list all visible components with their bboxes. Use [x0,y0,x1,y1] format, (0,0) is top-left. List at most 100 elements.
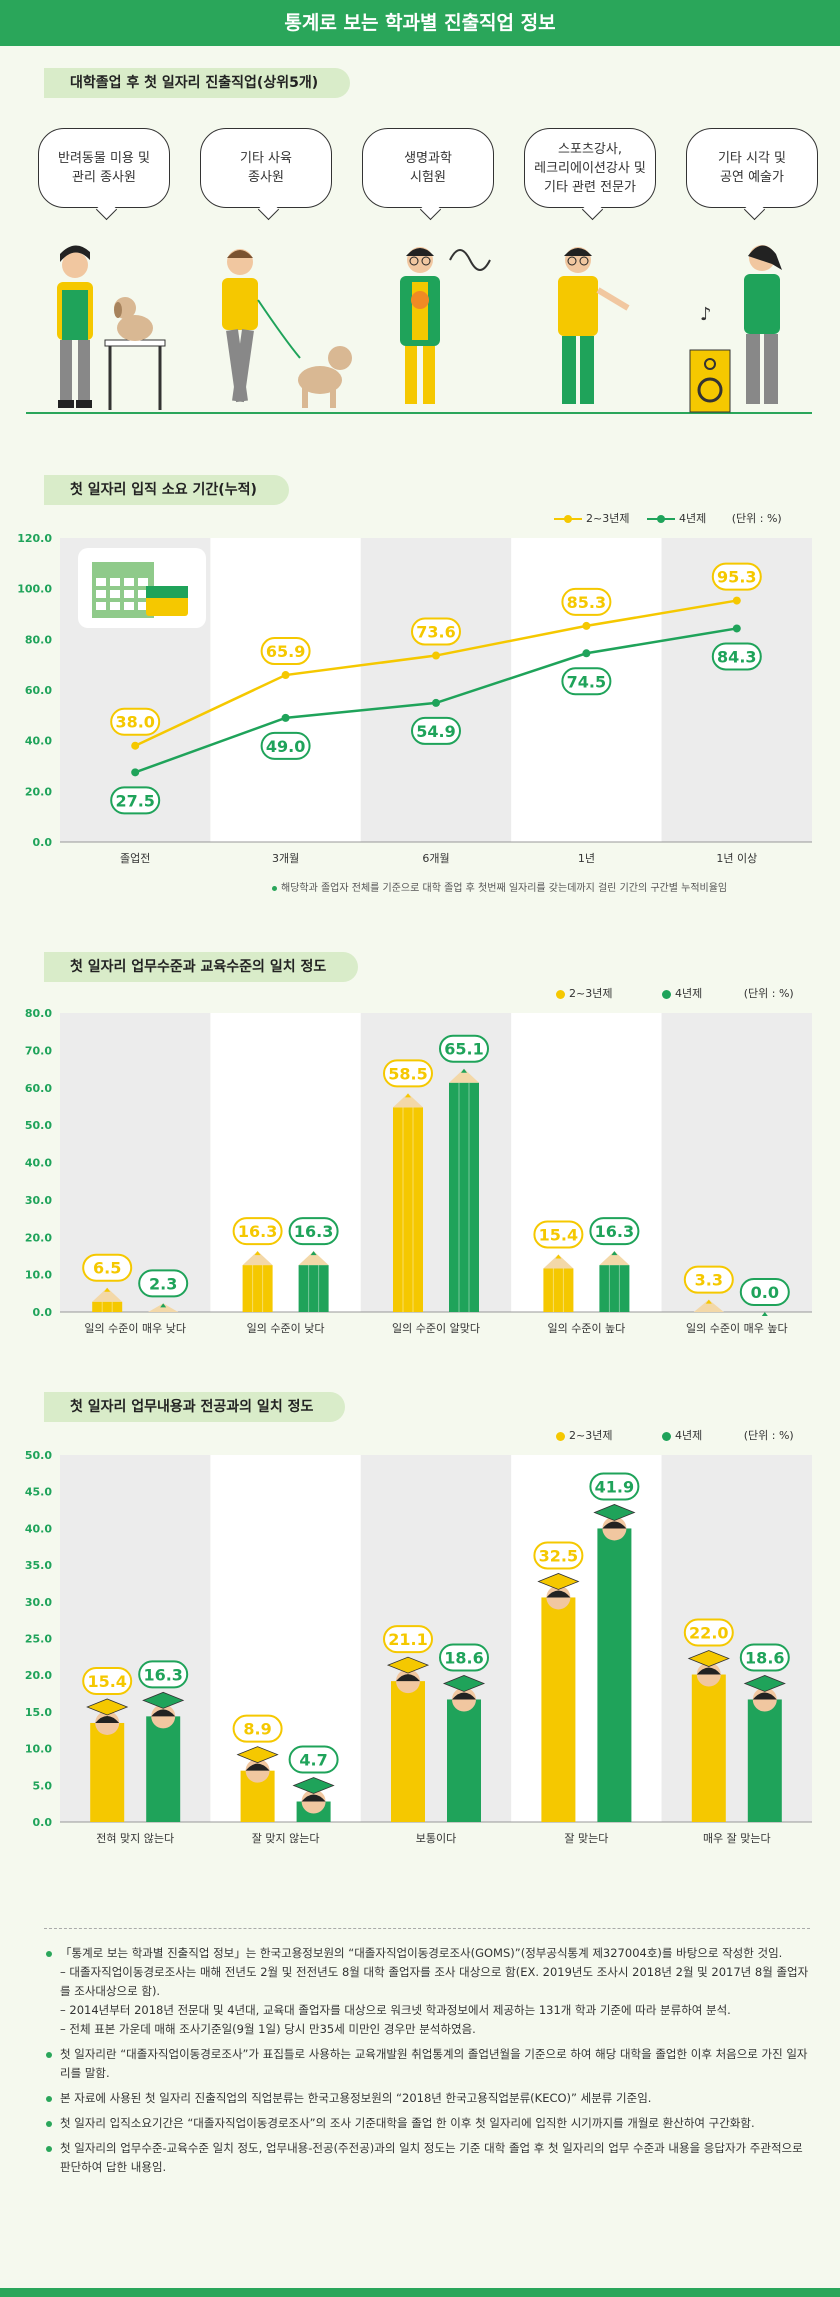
data-label-text: 0.0 [751,1283,779,1302]
x-tick-label: 1년 이상 [716,852,757,865]
groomer-illustration [57,245,166,410]
briefcase-flap [146,586,188,598]
note-text: 첫 일자리란 “대졸자직업이동경로조사”가 표집틀로 사용하는 교육개발원 취업… [60,2047,808,2080]
category-band [661,1455,812,1822]
graduate-face [452,1687,476,1712]
dog-walker-illustration [222,249,352,408]
data-label-text: 74.5 [567,672,606,691]
calendar-cell [124,602,134,610]
graduate-bar [386,1656,430,1822]
note-subitem: – 대졸자직업이동경로조사는 매해 전년도 2월 및 전전년도 8월 대학 졸업… [60,1965,809,1998]
data-label-text: 65.1 [444,1040,483,1059]
data-label-text: 22.0 [689,1624,728,1643]
pencil-bar [599,1251,630,1312]
job-bubble-4: 스포츠강사, 레크리에이션강사 및 기타 관련 전문가 [524,128,656,208]
data-label-box [533,1220,584,1249]
graduate-hair [602,1521,627,1529]
graduation-cap [593,1504,636,1521]
note-subitem: – 전체 표본 가운데 매해 조사기준일(9월 1일) 당시 만35세 미만인 … [60,2022,476,2036]
data-point [281,671,290,680]
note-item: 본 자료에 사용된 첫 일자리 진출직업의 직업분류는 한국고용정보원의 “20… [44,2089,814,2108]
graduate-hair [245,1763,270,1771]
category-band [360,538,512,842]
x-tick-label: 잘 맞는다 [564,1832,608,1845]
page-title: 통계로 보는 학과별 진출직업 정보 [0,0,840,46]
data-label-text: 3.3 [695,1271,723,1290]
pencil-lead [611,1251,618,1256]
data-label-box [711,562,762,591]
pencil-tip [148,1303,179,1312]
data-label-text: 84.3 [717,647,756,666]
data-label-box [110,707,161,736]
bar-body [447,1699,481,1822]
graduation-cap [687,1650,730,1667]
graduation-cap [442,1675,486,1692]
data-label: 58.5 [383,1059,433,1088]
legend-label-series2: 4년제 [678,512,707,525]
graduation-cap [386,1656,430,1674]
job-bubble-2: 기타 사육 종사원 [200,128,332,208]
data-label: 32.5 [533,1541,584,1570]
graduate-hair [396,1674,420,1682]
graduation-cap [537,1573,580,1590]
data-label-box [110,786,161,815]
x-tick-label: 졸업전 [120,852,150,865]
data-label-box [260,731,311,760]
data-label: 74.5 [561,667,612,696]
data-label: 84.3 [711,642,762,671]
note-item: 첫 일자리 입직소요기간은 “대졸자직업이동경로조사”의 조사 기준대학을 졸업… [44,2114,814,2133]
data-label: 16.3 [138,1660,189,1689]
data-label-box [411,716,461,745]
data-label-box [232,1217,283,1246]
pencil-bar [92,1287,123,1312]
graduation-cap [743,1675,786,1692]
y-tick-label: 20.0 [25,785,52,798]
y-tick-label: 0.0 [33,836,53,849]
y-tick-label: 100.0 [17,583,52,596]
bar-body [449,1082,479,1312]
data-label-text: 95.3 [717,568,756,587]
line-chart-entry-period: 0.0 20.0 40.0 60.0 80.0 100.0 120.0 졸업전 3개월 6개월 1년… [17,532,812,865]
data-label-box [138,1269,189,1298]
data-point [131,741,140,750]
calendar-cell [96,602,106,610]
calendar-cell [138,578,148,586]
data-label-box [683,1265,734,1294]
x-tick-label: 일의 수준이 알맞다 [392,1321,480,1335]
graduate-bar [537,1573,580,1822]
y-tick-label: 40.0 [25,1157,52,1170]
data-point [131,768,140,777]
data-label-text: 73.6 [416,623,455,642]
pencil-tip [599,1251,630,1266]
data-label-box [411,617,461,646]
pencil-lead [254,1251,261,1256]
data-label: 18.6 [439,1643,489,1672]
calendar-cell [110,578,120,586]
data-label: 2.3 [138,1269,189,1298]
data-label: 16.3 [232,1217,283,1246]
data-label-text: 85.3 [567,593,606,612]
graduate-bar [593,1504,636,1822]
x-tick-label: 일의 수준이 낮다 [247,1321,325,1335]
x-tick-label: 일의 수준이 매우 낮다 [84,1321,186,1335]
note-item: 「통계로 보는 학과별 진출직업 정보」는 한국고용정보원의 “대졸자직업이동경… [44,1944,814,2039]
legend-label-series2: 4년제 [674,987,703,1000]
bottom-bar [0,2288,840,2297]
category-band [210,538,361,842]
x-tick-label: 매우 잘 맞는다 [703,1832,771,1845]
graduate-hair [752,1692,777,1700]
pencil-bar [298,1251,329,1312]
x-tick-label: 3개월 [272,852,299,865]
x-tick-label: 일의 수준이 높다 [547,1321,625,1335]
data-label: 22.0 [683,1618,734,1647]
y-tick-label: 25.0 [25,1633,52,1646]
note-text: 본 자료에 사용된 첫 일자리 진출직업의 직업분류는 한국고용정보원의 “20… [60,2091,652,2105]
data-point [432,698,440,707]
graduate-face [245,1758,270,1783]
calendar-cell [138,590,148,598]
notes-divider [44,1928,810,1929]
bar-body [597,1528,632,1822]
data-label: 49.0 [260,731,311,760]
graduation-cap [292,1777,335,1794]
data-label-box [260,637,311,666]
